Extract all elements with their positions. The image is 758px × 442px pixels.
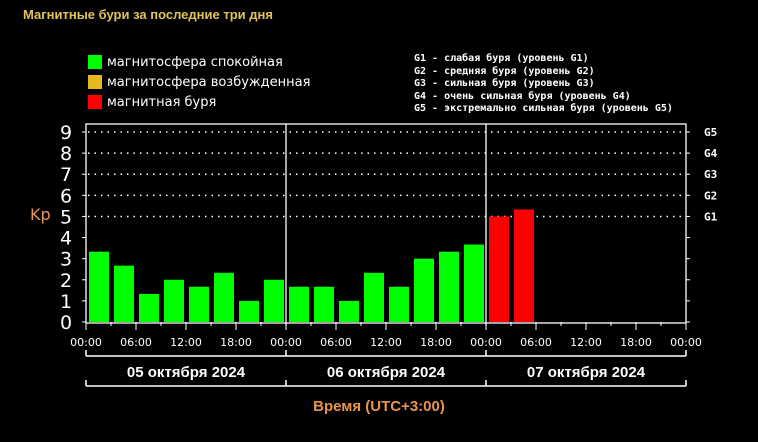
y-tick-label: 0 [60, 312, 72, 334]
y-tick-label: 9 [60, 122, 72, 144]
kp-bar [114, 265, 134, 322]
y-tick-label: 6 [60, 185, 72, 207]
g-legend-line: G3 - сильная буря (уровень G3) [414, 78, 595, 89]
kp-bar [514, 209, 534, 322]
y-tick-label: 8 [60, 143, 72, 165]
legend-swatch-red [88, 95, 102, 109]
x-tick-label: 06:00 [320, 336, 352, 349]
day-label-2: 06 октября 2024 [326, 364, 446, 381]
day-label-3: 07 октября 2024 [526, 364, 646, 381]
g-level-label: G3 [704, 168, 717, 181]
kp-bar [164, 279, 184, 322]
x-tick-label: 06:00 [120, 336, 152, 349]
x-tick-label: 06:00 [520, 336, 552, 349]
g-level-label: G1 [704, 210, 718, 223]
x-tick-label: 00:00 [270, 336, 302, 349]
x-tick-label: 12:00 [370, 336, 402, 349]
legend-label: магнитная буря [107, 94, 217, 110]
y-tick-label: 1 [60, 291, 72, 313]
g-legend-line: G1 - слабая буря (уровень G1) [414, 53, 589, 64]
legend-item-calm: магнитосфера спокойная [88, 52, 310, 72]
x-tick-label: 18:00 [220, 336, 252, 349]
kp-bar [89, 251, 109, 322]
kp-bar [414, 258, 434, 322]
day-label-1: 05 октября 2024 [126, 364, 246, 381]
g-level-label: G4 [704, 147, 718, 160]
legend-label: магнитосфера возбужденная [107, 74, 311, 90]
kp-bar [189, 286, 209, 322]
legend-item-excited: магнитосфера возбужденная [88, 72, 310, 92]
kp-bar [364, 272, 384, 322]
kp-bar [439, 251, 459, 322]
g-level-label: G5 [704, 126, 717, 139]
y-axis-label: Kp [30, 205, 51, 224]
y-tick-label: 7 [60, 164, 72, 186]
y-tick-label: 5 [60, 206, 72, 228]
x-tick-label: 18:00 [620, 336, 652, 349]
x-tick-label: 00:00 [670, 336, 702, 349]
g-level-label: G2 [704, 189, 717, 202]
x-axis-title: Время (UTC+3:00) [313, 398, 445, 415]
legend-label: магнитосфера спокойная [107, 54, 283, 70]
y-tick-label: 4 [60, 228, 72, 250]
legend-swatch-yellow [88, 75, 102, 89]
g-level-legend: G1 - слабая буря (уровень G1) G2 - средн… [414, 53, 673, 116]
g-legend-line: G4 - очень сильная буря (уровень G4) [414, 90, 631, 102]
g-legend-line: G2 - средняя буря (уровень G2) [414, 65, 595, 77]
kp-bar [239, 300, 259, 322]
kp-bar [264, 279, 284, 322]
kp-bar [214, 272, 234, 322]
x-tick-label: 00:00 [470, 336, 502, 349]
kp-bar [339, 300, 359, 322]
y-tick-label: 2 [60, 270, 72, 292]
kp-bar [289, 286, 309, 322]
legend-item-storm: магнитная буря [88, 92, 310, 112]
kp-bar [314, 286, 334, 322]
x-tick-label: 12:00 [570, 336, 602, 349]
y-tick-label: 3 [60, 249, 72, 271]
chart-title: Магнитные бури за последние три дня [23, 7, 273, 22]
kp-bar [464, 244, 484, 322]
legend-swatch-green [88, 55, 102, 69]
x-tick-label: 12:00 [170, 336, 202, 349]
x-tick-label: 00:00 [70, 336, 102, 349]
x-tick-label: 18:00 [420, 336, 452, 349]
kp-bar [389, 286, 409, 322]
g-legend-line: G5 - экстремально сильная буря (уровень … [414, 103, 673, 114]
status-legend: магнитосфера спокойная магнитосфера возб… [88, 52, 310, 112]
kp-bar [489, 216, 509, 322]
kp-bar [139, 293, 159, 322]
